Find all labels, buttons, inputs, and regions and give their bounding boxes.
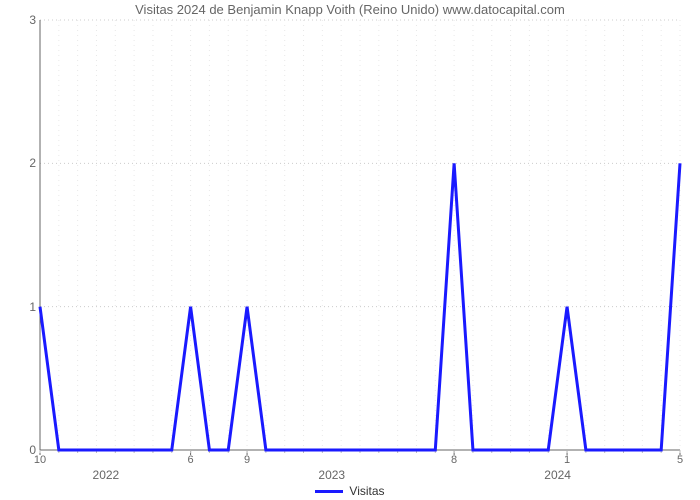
legend-label: Visitas xyxy=(349,484,384,498)
x-tick-label-major: 2022 xyxy=(93,468,120,482)
legend-color-swatch xyxy=(315,490,343,493)
x-tick-label-minor: 9 xyxy=(244,454,250,466)
x-tick-label-minor: 5 xyxy=(677,454,683,466)
y-tick-label: 0 xyxy=(6,443,36,457)
legend: Visitas xyxy=(0,484,700,498)
chart-svg xyxy=(40,20,680,450)
x-tick-label-minor: 10 xyxy=(34,454,46,466)
plot-area xyxy=(40,20,680,450)
x-tick-label-minor: 6 xyxy=(188,454,194,466)
x-tick-label-major: 2023 xyxy=(318,468,345,482)
x-tick-label-minor: 1 xyxy=(564,454,570,466)
y-tick-label: 3 xyxy=(6,13,36,27)
x-tick-label-major: 2024 xyxy=(544,468,571,482)
y-tick-label: 2 xyxy=(6,156,36,170)
y-tick-label: 1 xyxy=(6,300,36,314)
x-tick-label-minor: 8 xyxy=(451,454,457,466)
chart-title: Visitas 2024 de Benjamin Knapp Voith (Re… xyxy=(0,2,700,17)
